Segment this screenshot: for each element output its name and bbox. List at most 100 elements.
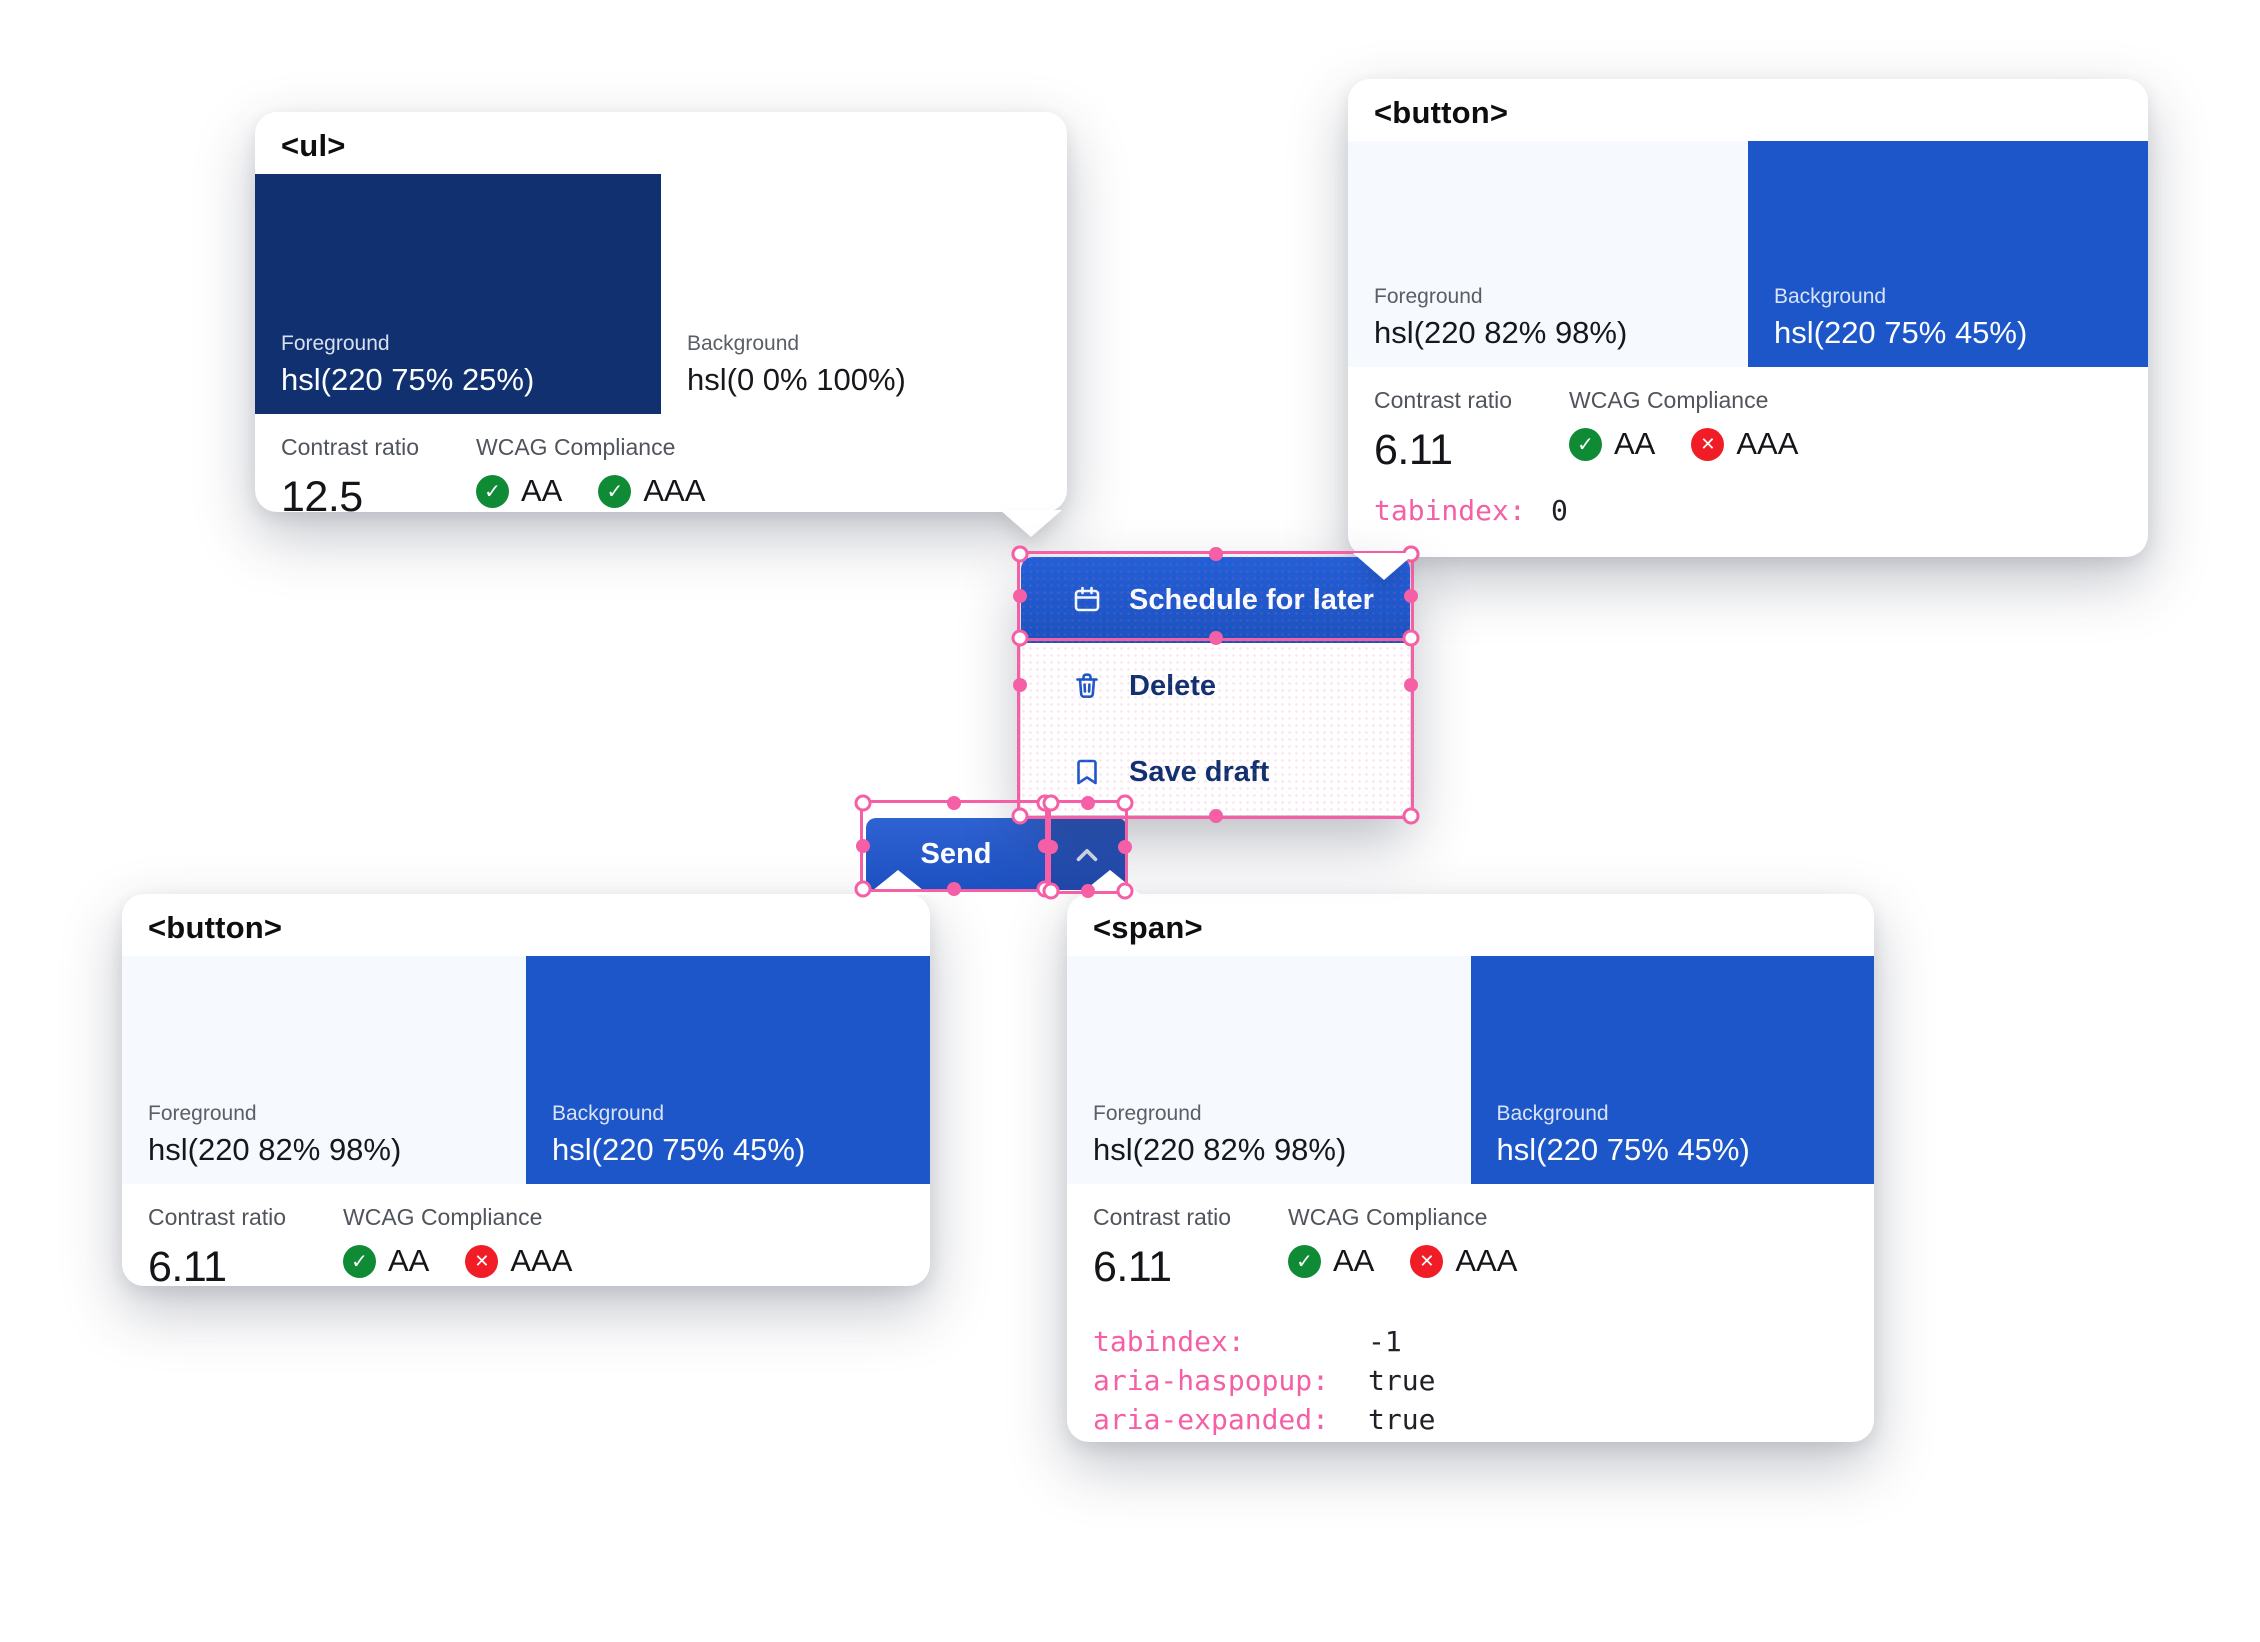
foreground-label: Foreground [281, 332, 390, 356]
pass-icon [598, 474, 632, 508]
wcag-aa-result: AA [343, 1243, 429, 1279]
wcag-aaa-result: AAA [465, 1243, 572, 1279]
wcag-aa-result: AA [476, 473, 562, 509]
wcag-aaa-label: AAA [1455, 1243, 1518, 1278]
background-value: hsl(0 0% 100%) [687, 362, 906, 398]
tooltip-arrow-ul [1000, 510, 1062, 537]
contrast-ratio-label: Contrast ratio [1093, 1204, 1232, 1230]
attribute-value: true [1368, 1364, 1436, 1397]
tooltip-arrow-span [1079, 870, 1141, 895]
wcag-compliance-label: WCAG Compliance [1569, 387, 1769, 413]
tooltip-card-ul: <ul> Foreground hsl(220 75% 25%) Backgro… [255, 112, 1067, 512]
wcag-aa-label: AA [1614, 426, 1656, 461]
background-value: hsl(220 75% 45%) [1496, 1132, 1750, 1168]
attribute-value: 0 [1551, 494, 1568, 527]
selection-handle [854, 794, 872, 812]
attribute-name: tabindex: [1093, 1325, 1245, 1358]
wcag-aaa-result: AAA [598, 473, 705, 509]
calendar-icon [1071, 584, 1103, 616]
background-swatch: Background hsl(220 75% 45%) [1748, 141, 2148, 367]
foreground-value: hsl(220 82% 98%) [148, 1132, 402, 1168]
background-label: Background [1496, 1102, 1609, 1126]
menu-item-label: Schedule for later [1129, 583, 1374, 616]
wcag-aa-label: AA [1333, 1243, 1375, 1278]
fail-icon [1691, 427, 1725, 461]
wcag-aaa-result: AAA [1410, 1243, 1517, 1279]
color-swatches: Foreground hsl(220 82% 98%) Background h… [1348, 141, 2148, 367]
element-tag-label: <button> [148, 910, 283, 945]
wcag-aa-label: AA [388, 1243, 430, 1278]
contrast-ratio-label: Contrast ratio [148, 1204, 287, 1230]
foreground-swatch: Foreground hsl(220 82% 98%) [1067, 956, 1471, 1184]
wcag-aa-result: AA [1569, 426, 1655, 462]
background-label: Background [687, 332, 800, 356]
wcag-compliance-label: WCAG Compliance [476, 434, 676, 460]
element-tag-label: <button> [1374, 95, 1509, 130]
foreground-swatch: Foreground hsl(220 75% 25%) [255, 174, 661, 414]
wcag-aa-result: AA [1288, 1243, 1374, 1279]
contrast-ratio-label: Contrast ratio [1374, 387, 1513, 413]
menu-item-delete[interactable]: Delete [1021, 643, 1410, 729]
attribute-name: tabindex: [1374, 494, 1526, 527]
foreground-label: Foreground [148, 1102, 257, 1126]
wcag-compliance-label: WCAG Compliance [1288, 1204, 1488, 1230]
foreground-value: hsl(220 82% 98%) [1374, 315, 1628, 351]
background-value: hsl(220 75% 45%) [1774, 315, 2028, 351]
attribute-value: true [1368, 1403, 1436, 1436]
tooltip-arrow-button-bottom [867, 870, 929, 895]
wcag-aaa-label: AAA [1736, 426, 1799, 461]
wcag-aaa-label: AAA [643, 473, 706, 508]
background-swatch: Background hsl(220 75% 45%) [526, 956, 930, 1184]
background-label: Background [1774, 285, 1887, 309]
background-swatch: Background hsl(0 0% 100%) [661, 174, 1067, 414]
foreground-swatch: Foreground hsl(220 82% 98%) [1348, 141, 1748, 367]
fail-icon [1410, 1244, 1444, 1278]
selection-handle [947, 796, 961, 810]
pass-icon [476, 474, 509, 508]
pass-icon [1288, 1244, 1321, 1278]
attribute-row: tabindex: 0 [1374, 491, 2122, 530]
contrast-ratio-value: 6.11 [148, 1243, 227, 1286]
menu-item-schedule-for-later[interactable]: Schedule for later [1021, 557, 1410, 643]
tooltip-card-button-top: <button> Foreground hsl(220 82% 98%) Bac… [1348, 79, 2148, 557]
foreground-value: hsl(220 82% 98%) [1093, 1132, 1347, 1168]
wcag-aa-label: AA [521, 473, 563, 508]
chevron-up-icon [1070, 839, 1104, 869]
send-options-menu: Schedule for later Delete Save draft [1021, 557, 1410, 815]
foreground-value: hsl(220 75% 25%) [281, 362, 535, 398]
pass-icon [343, 1244, 376, 1278]
color-swatches: Foreground hsl(220 82% 98%) Background h… [1067, 956, 1874, 1184]
element-tag-label: <span> [1093, 910, 1203, 945]
attribute-name: aria-haspopup: [1093, 1364, 1330, 1397]
wcag-aaa-result: AAA [1691, 426, 1798, 462]
attribute-value: -1 [1368, 1325, 1402, 1358]
element-tag-label: <ul> [281, 128, 346, 163]
foreground-label: Foreground [1093, 1102, 1202, 1126]
contrast-ratio-label: Contrast ratio [281, 434, 420, 460]
trash-icon [1071, 670, 1103, 702]
foreground-label: Foreground [1374, 285, 1483, 309]
background-label: Background [552, 1102, 665, 1126]
tooltip-card-button-bottom: <button> Foreground hsl(220 82% 98%) Bac… [122, 894, 930, 1286]
wcag-aaa-label: AAA [510, 1243, 573, 1278]
wcag-compliance-label: WCAG Compliance [343, 1204, 543, 1230]
tooltip-arrow-button-top [1353, 553, 1415, 580]
menu-item-save-draft[interactable]: Save draft [1021, 729, 1410, 815]
color-swatches: Foreground hsl(220 75% 25%) Background h… [255, 174, 1067, 414]
attribute-row: tabindex: -1 [1093, 1322, 1848, 1361]
menu-item-label: Save draft [1129, 755, 1270, 788]
menu-item-label: Delete [1129, 669, 1217, 702]
fail-icon [465, 1244, 499, 1278]
contrast-ratio-value: 6.11 [1374, 426, 1453, 474]
contrast-ratio-value: 12.5 [281, 473, 363, 512]
background-value: hsl(220 75% 45%) [552, 1132, 806, 1168]
contrast-ratio-value: 6.11 [1093, 1243, 1172, 1291]
attribute-row: aria-expanded: true [1093, 1400, 1848, 1439]
pass-icon [1569, 427, 1602, 461]
send-button-label: Send [920, 837, 992, 870]
foreground-swatch: Foreground hsl(220 82% 98%) [122, 956, 526, 1184]
attribute-row: aria-haspopup: true [1093, 1361, 1848, 1400]
background-swatch: Background hsl(220 75% 45%) [1470, 956, 1874, 1184]
bookmark-icon [1071, 756, 1103, 788]
